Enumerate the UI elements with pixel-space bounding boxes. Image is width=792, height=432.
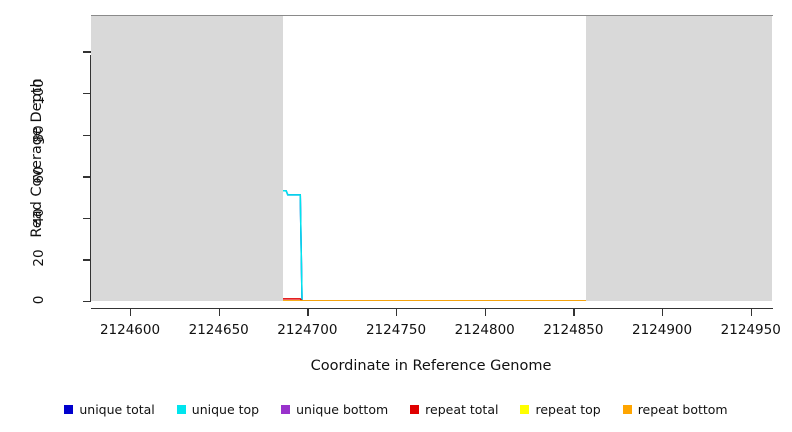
shaded-region	[91, 16, 283, 301]
x-tick	[396, 308, 398, 316]
legend-swatch-icon	[622, 404, 632, 414]
x-axis-line	[91, 308, 773, 310]
shaded-region	[585, 16, 772, 301]
x-tick	[662, 308, 664, 316]
plot-area	[91, 16, 772, 301]
legend-label: unique bottom	[296, 401, 389, 417]
legend-label: repeat total	[425, 401, 499, 417]
x-tick-label: 2124900	[631, 322, 693, 338]
legend-item: unique top	[176, 401, 260, 417]
legend-label: repeat top	[535, 401, 601, 417]
y-tick	[83, 259, 91, 261]
legend-item: unique bottom	[281, 402, 388, 417]
x-tick-label: 2124950	[720, 322, 781, 338]
y-axis-line	[90, 55, 92, 301]
x-tick-label: 2124600	[99, 322, 161, 338]
legend-label: repeat bottom	[637, 401, 728, 417]
y-tick	[83, 176, 91, 178]
legend-item: repeat top	[520, 401, 601, 417]
legend-item: repeat total	[410, 402, 498, 417]
y-tick	[83, 301, 91, 303]
x-tick	[484, 308, 487, 316]
x-tick	[130, 308, 132, 316]
plot-frame-top	[91, 15, 773, 16]
y-tick	[83, 217, 91, 220]
chart-legend: unique total unique top unique bottom repea…	[0, 398, 792, 420]
legend-label: unique total	[79, 401, 155, 417]
x-tick-label: 2124650	[188, 322, 249, 338]
y-tick	[83, 92, 91, 95]
x-tick-label: 2124700	[277, 322, 338, 338]
legend-swatch-icon	[520, 404, 530, 414]
x-tick-label: 2124750	[365, 322, 427, 338]
y-tick-label: 100	[31, 79, 47, 105]
legend-label: unique top	[191, 401, 260, 417]
x-tick	[750, 308, 753, 316]
legend-item: repeat bottom	[622, 401, 728, 417]
y-tick	[83, 51, 91, 53]
x-tick	[307, 308, 309, 316]
x-tick	[218, 308, 221, 316]
plot-clip	[91, 16, 772, 301]
legend-swatch-icon	[64, 404, 74, 414]
legend-swatch-icon	[176, 404, 186, 414]
y-tick	[83, 134, 91, 136]
legend-swatch-icon	[281, 404, 291, 414]
legend-swatch-icon	[410, 404, 420, 414]
x-tick-label: 2124800	[454, 322, 515, 338]
legend-item: unique total	[64, 401, 155, 417]
x-tick	[573, 308, 575, 316]
x-axis-title: Coordinate in Reference Genome	[310, 358, 552, 374]
x-tick-label: 2124850	[543, 322, 604, 338]
